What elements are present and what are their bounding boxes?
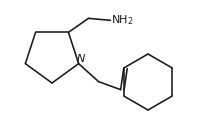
Text: NH$_2$: NH$_2$ bbox=[111, 13, 134, 27]
Text: N: N bbox=[76, 54, 85, 64]
